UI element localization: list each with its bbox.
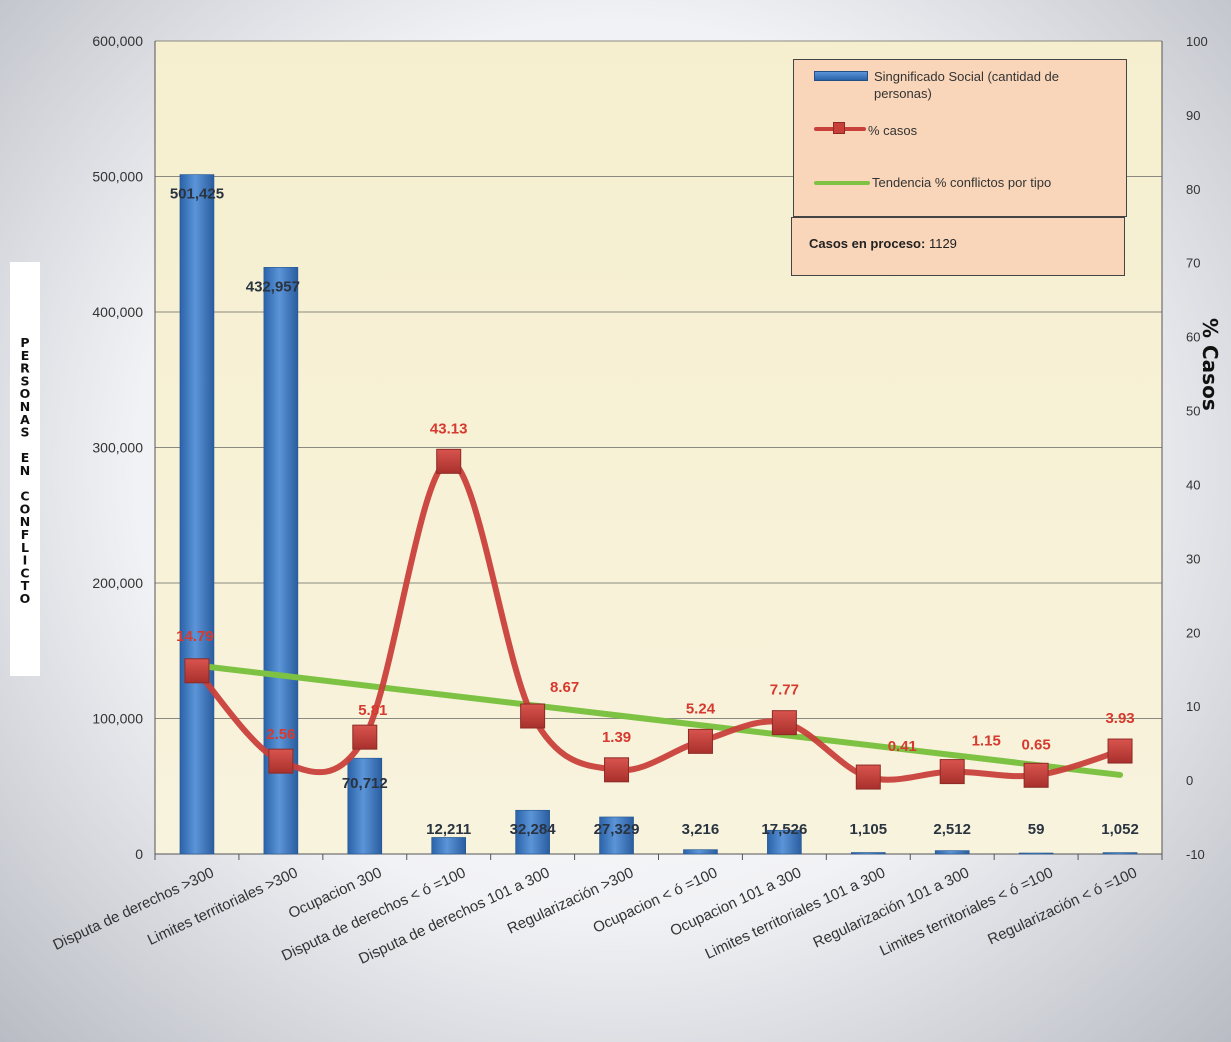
x-tick-label: Disputa de derechos >300	[50, 864, 216, 954]
line-marker	[268, 748, 294, 774]
y-tick-label: 600,000	[92, 33, 143, 49]
bar	[347, 757, 383, 855]
y-tick-label: 400,000	[92, 304, 143, 320]
y-tick-label: 500,000	[92, 169, 143, 185]
y-axis-title-box: PERSONAS EN CONFLICTO	[10, 262, 40, 676]
line-marker	[771, 710, 797, 736]
line-data-label: 2.56	[266, 726, 295, 743]
y-tick-label: 0	[135, 846, 143, 862]
y2-tick-label: 60	[1186, 330, 1200, 345]
bar	[179, 174, 215, 855]
bar-data-label: 32,284	[510, 821, 557, 838]
y2-axis-title: % Casos	[1198, 318, 1222, 411]
line-marker	[184, 658, 210, 684]
line-marker	[1107, 738, 1133, 764]
legend-trend-swatch	[814, 181, 870, 185]
line-marker	[520, 703, 546, 729]
line-data-label: 0.65	[1022, 736, 1051, 753]
bar-data-label: 432,957	[246, 278, 300, 295]
bar-data-label: 12,211	[426, 821, 471, 838]
trendline-series	[193, 662, 1124, 778]
line-data-label: 1.15	[972, 733, 1001, 750]
legend-item-bars: Singnificado Social (cantidad de persona…	[814, 68, 1114, 102]
y-axis-title: PERSONAS EN CONFLICTO	[17, 334, 33, 604]
legend-label-bars: Singnificado Social (cantidad de persona…	[874, 69, 1060, 101]
line-data-label: 5.81	[358, 702, 387, 719]
y2-tick-label: 40	[1186, 477, 1200, 492]
line-marker	[352, 724, 378, 750]
bar-data-label: 501,425	[170, 186, 224, 203]
bar	[1018, 852, 1054, 855]
legend-bar-swatch	[814, 71, 868, 81]
bar	[431, 837, 467, 855]
bar-data-labels: 501,425 432,957 70,712 12,211 32,284 27,329 3,…	[170, 186, 1139, 838]
y2-tick-label: 90	[1186, 108, 1200, 123]
bar	[767, 829, 802, 855]
bar	[599, 816, 634, 855]
bar	[850, 852, 886, 855]
line-marker	[1023, 762, 1049, 788]
y-tick-label: 300,000	[92, 440, 143, 456]
legend-label-trend: Tendencia % conflictos por tipo	[872, 175, 1052, 190]
y2-tick-label: 80	[1186, 182, 1200, 197]
y2-tick-label: 100	[1186, 34, 1208, 49]
y-tick-label: 200,000	[92, 575, 143, 591]
legend-label-line: % casos	[868, 123, 918, 138]
trendline	[193, 662, 1124, 778]
bar	[934, 850, 970, 855]
line-marker	[687, 728, 713, 754]
line-marker	[939, 759, 965, 785]
legend: Singnificado Social (cantidad de persona…	[793, 59, 1127, 217]
line-data-label: 14.79	[176, 628, 214, 645]
y2-tick-label: -10	[1186, 847, 1205, 862]
y-tick-label: 100,000	[92, 711, 143, 727]
bar-data-label: 1,105	[850, 821, 888, 838]
right-axis-ticks: -10 0 10 20 30 40 50 60 70 80 90 100	[1186, 34, 1208, 862]
bar-data-label: 3,216	[682, 821, 720, 838]
bar-data-label: 1,052	[1101, 821, 1139, 838]
y2-tick-label: 20	[1186, 625, 1200, 640]
line-data-label: 8.67	[550, 679, 579, 696]
cases-note: Casos en proceso: 1129	[791, 217, 1125, 276]
legend-item-trend: Tendencia % conflictos por tipo	[814, 174, 1051, 191]
line-data-label: 5.24	[686, 700, 716, 717]
bar-data-label: 17,526	[761, 821, 807, 838]
y2-tick-label: 70	[1186, 256, 1200, 271]
legend-item-line: % casos	[814, 122, 917, 139]
line-data-label: 7.77	[770, 682, 799, 699]
y2-tick-label: 30	[1186, 551, 1200, 566]
bar-data-label: 70,712	[342, 775, 388, 792]
y2-tick-label: 0	[1186, 773, 1193, 788]
line-data-label: 0.41	[888, 738, 917, 755]
left-axis-ticks: 0 100,000 200,000 300,000 400,000 500,000 600,…	[92, 33, 143, 862]
cases-note-label: Casos en proceso:	[809, 236, 926, 251]
line-data-label: 3.93	[1105, 710, 1134, 727]
gridlines	[154, 40, 1163, 860]
bar	[683, 849, 718, 855]
line-series	[184, 448, 1133, 790]
line-marker	[436, 448, 462, 474]
line-marker	[855, 764, 881, 790]
bar	[1102, 852, 1138, 855]
x-tick-label: Regularización < ó =100	[985, 864, 1140, 948]
legend-line-swatch	[814, 122, 866, 136]
cases-note-value: 1129	[928, 236, 957, 251]
line-data-label: 1.39	[602, 729, 631, 746]
bar	[515, 809, 550, 855]
bar-data-label: 2,512	[933, 821, 971, 838]
y2-tick-label: 10	[1186, 699, 1200, 714]
bar-data-label: 59	[1028, 821, 1045, 838]
line-data-label: 43.13	[430, 420, 468, 437]
line-data-labels: 14.79 2.56 5.81 43.13 8.67 1.39 5.24 7.77 0.41 1.…	[176, 420, 1134, 755]
bar-data-label: 27,329	[594, 821, 640, 838]
line-marker	[604, 757, 630, 783]
y2-tick-label: 50	[1186, 404, 1200, 419]
x-tick-label: Limites territoriales >300	[145, 864, 301, 949]
